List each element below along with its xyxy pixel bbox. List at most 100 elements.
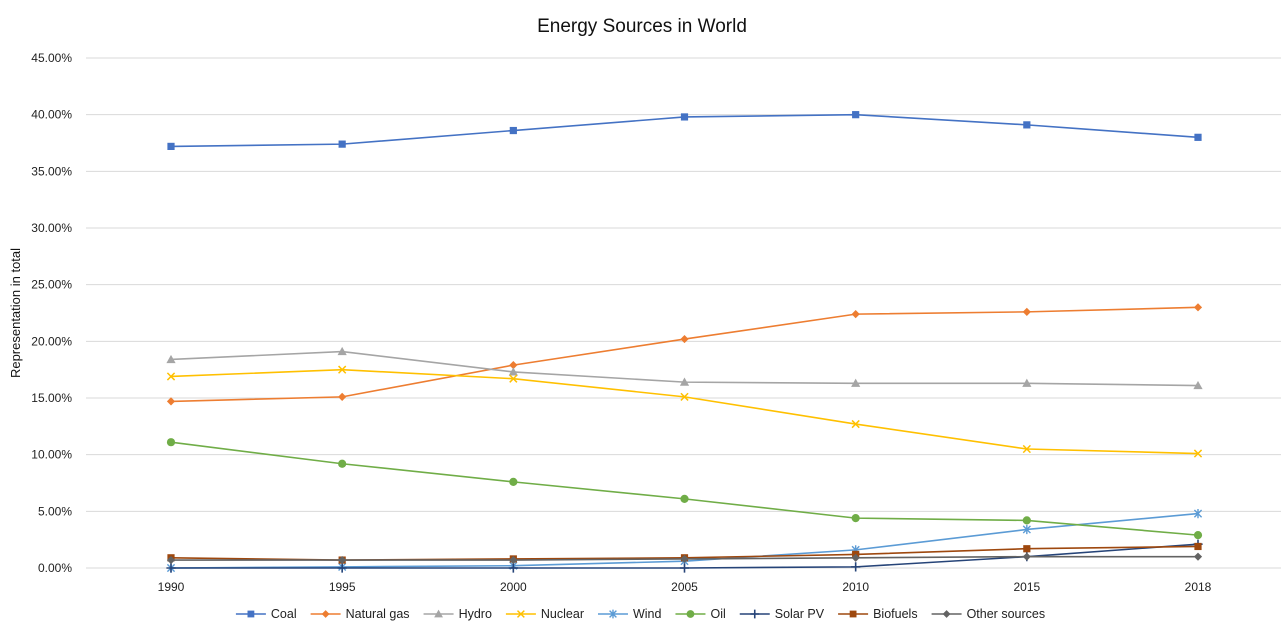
- data-point-marker: [1193, 531, 1203, 540]
- legend-item-other-sources: Other sources: [931, 607, 1045, 621]
- data-point-marker: [166, 563, 176, 573]
- data-point-marker: [1022, 378, 1032, 387]
- y-tick-label: 35.00%: [31, 164, 72, 178]
- data-point-marker: [337, 563, 347, 573]
- series-other-sources: [166, 552, 1203, 565]
- data-point-marker: [1022, 516, 1031, 525]
- data-point-marker: [851, 562, 861, 572]
- data-point-marker: [851, 419, 860, 429]
- legend-item-coal: Coal: [235, 607, 297, 621]
- data-point-marker: [166, 555, 176, 565]
- data-point-marker: [852, 111, 860, 119]
- y-tick-label: 20.00%: [31, 334, 72, 348]
- data-point-marker: [679, 563, 690, 573]
- y-tick-label: 25.00%: [31, 278, 72, 292]
- data-point-marker: [849, 610, 857, 618]
- data-point-marker: [509, 555, 518, 565]
- data-point-marker: [338, 365, 347, 374]
- data-point-marker: [1194, 542, 1202, 551]
- x-tick-label: 2015: [1013, 580, 1040, 594]
- data-point-marker: [167, 142, 175, 150]
- data-point-marker: [851, 378, 861, 387]
- data-point-marker: [508, 367, 518, 376]
- data-point-marker: [1022, 444, 1031, 454]
- series-line-natural-gas: [170, 306, 1199, 403]
- x-tick-label: 2000: [500, 580, 527, 594]
- x-axis-ticks: 1990 1995 2000 2005 2010 2015 2018: [158, 580, 1212, 594]
- data-point-marker: [247, 610, 255, 618]
- data-point-marker: [434, 609, 443, 618]
- data-point-marker: [509, 361, 518, 370]
- data-point-marker: [338, 459, 347, 468]
- data-point-marker: [509, 477, 518, 486]
- data-point-marker: [851, 310, 860, 319]
- data-point-marker: [680, 494, 689, 503]
- data-point-marker: [1023, 545, 1031, 553]
- x-tick-label: 1995: [329, 580, 356, 594]
- data-point-marker: [1023, 121, 1031, 129]
- data-point-marker: [1194, 133, 1202, 141]
- y-tick-label: 45.00%: [31, 51, 72, 65]
- x-tick-label: 2010: [842, 580, 869, 594]
- y-tick-label: 30.00%: [31, 221, 72, 235]
- y-tick-label: 10.00%: [31, 448, 72, 462]
- x-tick-label: 2018: [1185, 580, 1212, 594]
- gridlines: [86, 57, 1281, 569]
- chart-title: Energy Sources in World: [537, 16, 747, 37]
- x-tick-label: 2005: [671, 580, 698, 594]
- legend-label: Solar PV: [775, 607, 825, 621]
- data-point-marker: [516, 610, 525, 618]
- data-point-marker: [1193, 380, 1203, 390]
- data-point-marker: [1193, 509, 1203, 519]
- series-nuclear: [166, 365, 1203, 458]
- data-point-marker: [166, 354, 176, 364]
- data-point-marker: [686, 610, 695, 618]
- data-point-marker: [338, 140, 346, 148]
- data-point-marker: [166, 438, 176, 447]
- data-point-marker: [680, 113, 689, 121]
- series-wind: [166, 509, 1203, 573]
- legend-item-natural-gas: Natural gas: [310, 607, 410, 621]
- data-point-marker: [508, 563, 518, 573]
- legend-item-biofuels: Biofuels: [838, 607, 918, 621]
- series-natural-gas: [166, 303, 1203, 406]
- legend-item-hydro: Hydro: [423, 607, 492, 621]
- y-axis-title: Representation in total: [8, 248, 23, 378]
- data-point-marker: [1022, 552, 1031, 561]
- legend-item-wind: Wind: [597, 607, 662, 621]
- y-tick-label: 5.00%: [38, 504, 72, 518]
- y-tick-label: 40.00%: [31, 108, 72, 122]
- legend-label: Coal: [271, 607, 297, 621]
- series-line-oil: [170, 441, 1199, 536]
- legend: Coal Natural gas Hydro Nuclear Wind Oil Solar …: [235, 607, 1045, 621]
- data-point-marker: [750, 609, 760, 619]
- data-point-marker: [609, 609, 617, 619]
- data-point-marker: [166, 372, 176, 381]
- data-point-marker: [851, 514, 860, 523]
- legend-label: Hydro: [459, 607, 492, 621]
- legend-label: Natural gas: [346, 607, 410, 621]
- data-point-marker: [1193, 552, 1203, 561]
- y-axis-ticks: 0.00% 5.00% 10.00% 15.00% 20.00% 25.00% 30.00%…: [31, 51, 72, 575]
- data-point-marker: [680, 334, 689, 344]
- legend-label: Biofuels: [873, 607, 917, 621]
- data-point-marker: [1193, 449, 1203, 458]
- data-point-marker: [851, 553, 860, 562]
- series-hydro: [166, 346, 1203, 390]
- data-point-marker: [1022, 524, 1031, 535]
- data-point-marker: [1022, 307, 1031, 316]
- data-point-marker: [680, 554, 689, 564]
- legend-label: Nuclear: [541, 607, 584, 621]
- data-point-marker: [509, 126, 517, 135]
- data-point-marker: [338, 392, 347, 401]
- legend-item-oil: Oil: [675, 607, 726, 621]
- x-tick-label: 1990: [158, 580, 185, 594]
- data-point-marker: [680, 392, 689, 401]
- legend-item-nuclear: Nuclear: [505, 607, 584, 621]
- data-point-marker: [321, 610, 330, 618]
- data-point-marker: [509, 374, 518, 383]
- data-point-marker: [1193, 303, 1203, 312]
- series-coal: [167, 111, 1202, 150]
